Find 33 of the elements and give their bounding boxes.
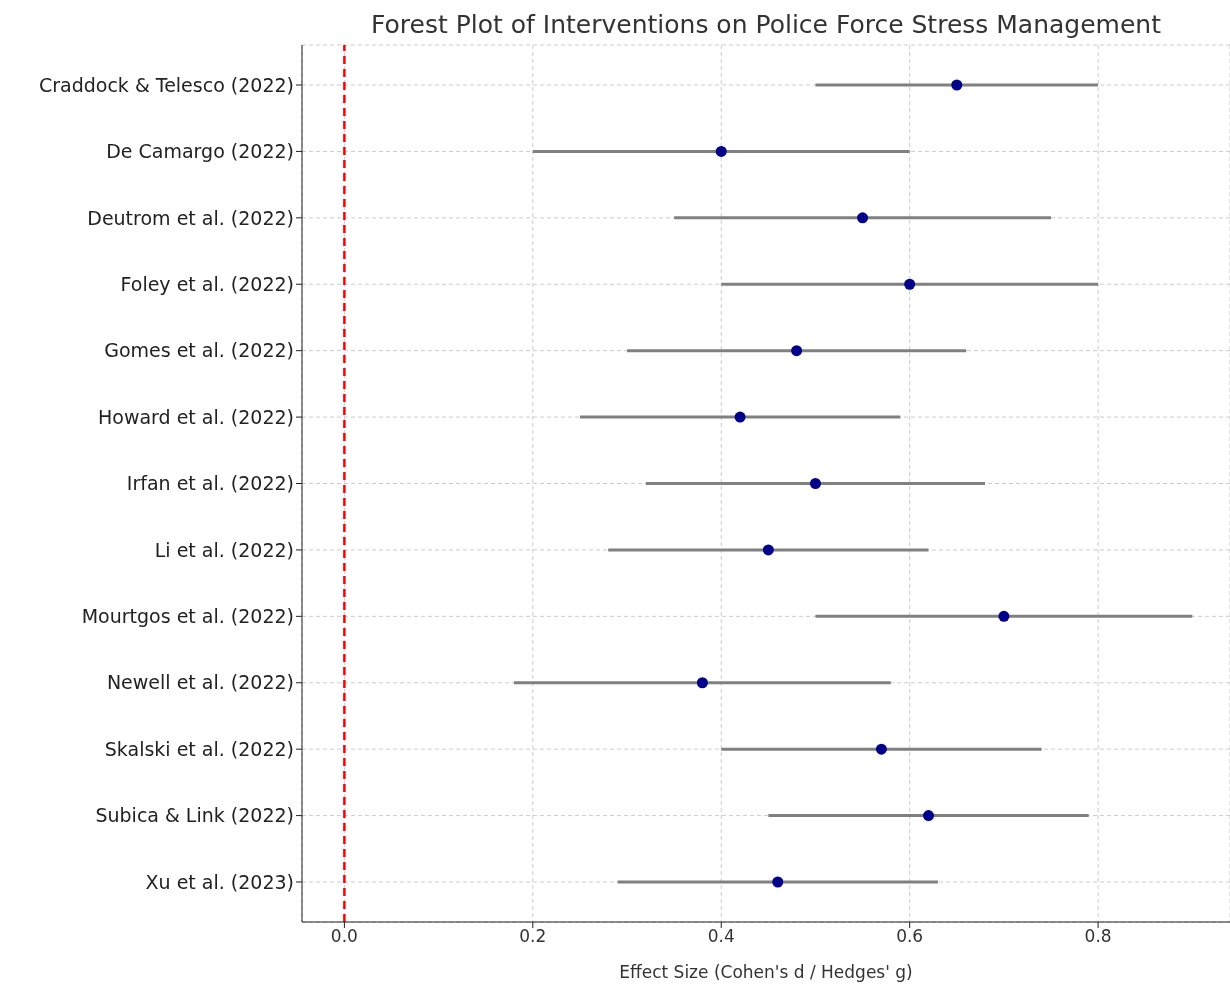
point: [951, 79, 963, 91]
y-tick-label: Subica & Link (2022): [95, 804, 294, 827]
x-tick-label: 0.4: [707, 926, 735, 947]
point: [696, 677, 708, 689]
y-tick-label: Xu et al. (2023): [145, 870, 294, 893]
y-tick-label: Skalski et al. (2022): [104, 737, 294, 760]
y-tick-label: Newell et al. (2022): [106, 671, 294, 694]
y-tick-label: Gomes et al. (2022): [104, 339, 294, 362]
y-tick-label: Craddock & Telesco (2022): [38, 73, 294, 96]
x-axis-title: Effect Size (Cohen's d / Hedges' g): [619, 962, 913, 982]
point: [998, 610, 1010, 622]
x-tick-label: 0.8: [1084, 926, 1112, 947]
y-tick-label: De Camargo (2022): [106, 140, 294, 163]
chart-title: Forest Plot of Interventions on Police Force Stress Management: [370, 10, 1162, 39]
y-tick-label: Deutrom et al. (2022): [87, 206, 294, 229]
point: [923, 810, 935, 822]
y-tick-label: Foley et al. (2022): [120, 272, 294, 295]
x-tick-label: 0.0: [330, 926, 358, 947]
point: [715, 145, 727, 157]
point: [875, 743, 887, 755]
y-tick-label: Howard et al. (2022): [97, 405, 294, 428]
y-tick-label: Irfan et al. (2022): [126, 472, 294, 495]
point: [791, 345, 803, 357]
point: [734, 411, 746, 423]
x-tick-label: 0.6: [896, 926, 924, 947]
x-tick-label: 0.2: [519, 926, 547, 947]
point: [904, 278, 916, 290]
point: [762, 544, 774, 556]
point: [772, 876, 784, 888]
point: [809, 478, 821, 489]
y-tick-label: Mourtgos et al. (2022): [81, 605, 294, 628]
point: [857, 212, 869, 224]
y-tick-label: Li et al. (2022): [154, 538, 294, 561]
